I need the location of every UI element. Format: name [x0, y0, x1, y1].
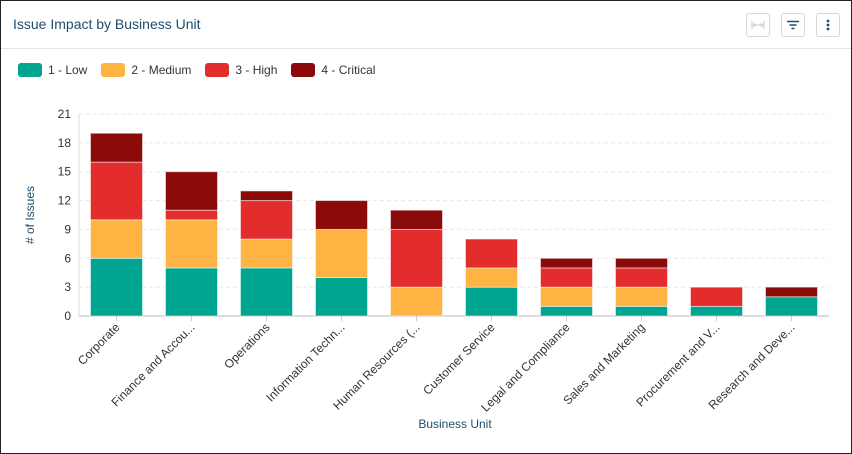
bar-segment--low[interactable] — [615, 305, 668, 317]
bar-segment--critical[interactable] — [240, 190, 293, 202]
legend-item-low[interactable]: 1 - Low — [18, 63, 87, 77]
bar-segment--critical[interactable] — [165, 171, 218, 211]
legend-label: 2 - Medium — [131, 63, 192, 77]
fit-width-button[interactable] — [746, 13, 770, 37]
bar-segment--low[interactable] — [540, 305, 593, 317]
bar-segment--low[interactable] — [90, 257, 143, 317]
bar-segment--medium[interactable] — [615, 286, 668, 307]
bar-segment--critical[interactable] — [765, 286, 818, 298]
legend-swatch — [291, 63, 316, 77]
legend-item-critical[interactable]: 4 - Critical — [291, 63, 375, 77]
bar-segment--medium[interactable] — [465, 267, 518, 288]
x-tick-label: Operations — [221, 320, 272, 371]
bar-segment--critical[interactable] — [390, 209, 443, 230]
bar-segment--medium[interactable] — [315, 228, 368, 279]
filter-button[interactable] — [781, 13, 805, 37]
bar-segment--high[interactable] — [165, 209, 218, 221]
y-tick-label: 6 — [64, 251, 71, 265]
bar-segment--high[interactable] — [540, 267, 593, 288]
bar-segment--high[interactable] — [90, 161, 143, 221]
x-tick-label: Procurement and V... — [633, 320, 722, 409]
chart-title: Issue Impact by Business Unit — [13, 16, 201, 32]
legend-label: 3 - High — [235, 63, 278, 77]
x-tick-label: Customer Service — [420, 320, 498, 398]
y-tick-label: 9 — [64, 222, 71, 236]
bar-segment--critical[interactable] — [90, 132, 143, 163]
x-tick-label: Information Techn... — [263, 320, 347, 404]
y-tick-label: 21 — [58, 107, 72, 121]
bar-segment--low[interactable] — [240, 267, 293, 317]
bar-segment--medium[interactable] — [540, 286, 593, 307]
legend-item-high[interactable]: 3 - High — [205, 63, 277, 77]
y-tick-label: 0 — [64, 309, 71, 323]
x-tick-label: Sales and Marketing — [560, 320, 647, 407]
x-tick-label: Finance and Accou... — [108, 320, 197, 409]
x-tick-label: Corporate — [75, 320, 123, 368]
bar-segment--low[interactable] — [690, 305, 743, 317]
bar-segment--medium[interactable] — [390, 286, 443, 317]
legend-swatch — [205, 63, 230, 77]
bar-segment--medium[interactable] — [165, 219, 218, 269]
more-vertical-icon — [826, 19, 830, 31]
legend-swatch — [101, 63, 126, 77]
bar-segment--medium[interactable] — [90, 219, 143, 259]
bar-segment--critical[interactable] — [615, 257, 668, 269]
y-tick-label: 18 — [58, 136, 72, 150]
legend: 1 - Low 2 - Medium 3 - High 4 - Critical — [18, 63, 375, 77]
bar-segment--low[interactable] — [165, 267, 218, 317]
fit-width-icon — [751, 21, 765, 29]
bar-segment--medium[interactable] — [240, 238, 293, 269]
y-tick-label: 12 — [58, 194, 72, 208]
x-axis-title: Business Unit — [418, 417, 492, 431]
bar-segment--low[interactable] — [765, 296, 818, 317]
card-header: Issue Impact by Business Unit — [1, 1, 851, 49]
more-menu-button[interactable] — [816, 13, 840, 37]
legend-item-medium[interactable]: 2 - Medium — [101, 63, 191, 77]
bar-segment--low[interactable] — [315, 277, 368, 317]
y-tick-label: 15 — [58, 165, 72, 179]
x-tick-label: Human Resources (... — [330, 320, 422, 412]
filter-icon — [787, 20, 799, 30]
x-tick-label: Research and Deve... — [706, 320, 798, 412]
bar-segment--high[interactable] — [390, 228, 443, 288]
legend-swatch — [18, 63, 42, 77]
bar-segment--critical[interactable] — [540, 257, 593, 269]
y-tick-label: 3 — [64, 280, 71, 294]
bar-segment--high[interactable] — [690, 286, 743, 307]
bar-segment--high[interactable] — [615, 267, 668, 288]
y-axis-title: # of Issues — [23, 186, 37, 244]
bar-segment--high[interactable] — [465, 238, 518, 269]
bar-segment--high[interactable] — [240, 200, 293, 240]
legend-label: 4 - Critical — [321, 63, 376, 77]
bar-segment--low[interactable] — [465, 286, 518, 317]
legend-label: 1 - Low — [48, 63, 88, 77]
bar-segment--critical[interactable] — [315, 200, 368, 230]
